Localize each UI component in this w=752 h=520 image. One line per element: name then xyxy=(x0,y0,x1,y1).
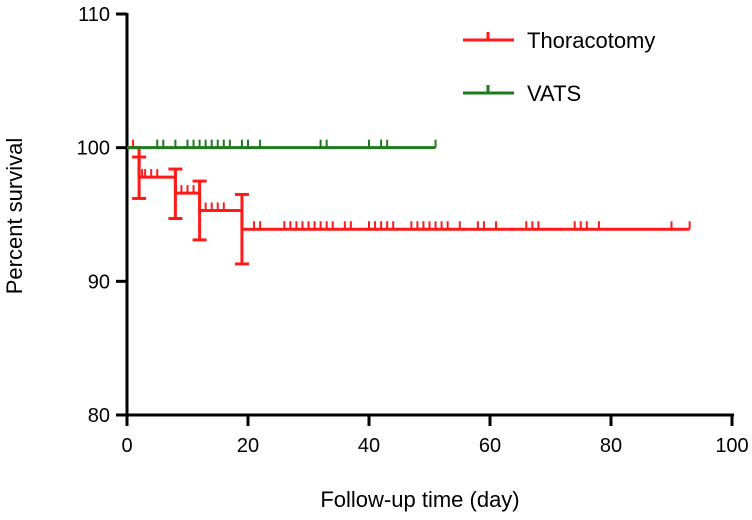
legend: Thoracotomy VATS xyxy=(463,28,655,106)
axes: 0 20 40 60 80 100 80 90 100 110 xyxy=(77,4,749,457)
error-bar xyxy=(132,155,147,200)
x-tick-label: 80 xyxy=(600,435,622,457)
y-tick-label: 80 xyxy=(88,405,110,427)
x-tick-label: 40 xyxy=(358,435,380,457)
series-vats xyxy=(127,139,437,150)
legend-label: Thoracotomy xyxy=(527,28,655,53)
error-bar xyxy=(234,192,249,266)
y-tick-label: 110 xyxy=(78,4,110,26)
y-axis-title: Percent survival xyxy=(2,138,27,295)
x-tick-label: 0 xyxy=(121,435,132,457)
series-thoracotomy xyxy=(127,139,691,266)
survival-curve-thoracotomy xyxy=(127,146,690,231)
x-tick-label: 60 xyxy=(479,435,501,457)
error-bar xyxy=(168,167,183,221)
legend-item-thoracotomy: Thoracotomy xyxy=(463,28,655,53)
plot-area xyxy=(127,139,691,266)
x-tick-label: 20 xyxy=(237,435,259,457)
x-tick-label: 100 xyxy=(715,435,748,457)
legend-item-vats: VATS xyxy=(463,81,581,106)
legend-label: VATS xyxy=(527,81,581,106)
x-axis-title: Follow-up time (day) xyxy=(320,487,519,512)
y-tick-label: 90 xyxy=(88,271,110,293)
y-tick-label: 100 xyxy=(77,138,110,160)
error-bar xyxy=(192,179,207,242)
